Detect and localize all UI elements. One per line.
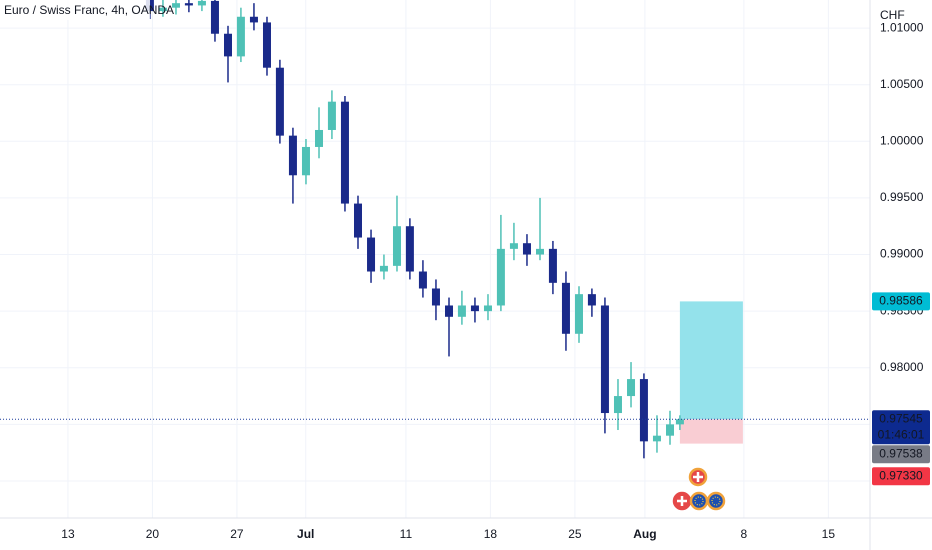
y-tick-label: 1.00000 bbox=[880, 133, 924, 147]
entry-label-bg bbox=[872, 410, 930, 445]
candle-body bbox=[509, 243, 518, 249]
event-icon-cross bbox=[677, 496, 687, 506]
target-label-bg bbox=[872, 292, 930, 311]
candle-body bbox=[457, 305, 466, 317]
candle-body bbox=[262, 22, 271, 68]
candle-body bbox=[666, 424, 675, 436]
title-backdrop bbox=[0, 0, 150, 20]
candle-body bbox=[158, 7, 167, 12]
candle-body bbox=[675, 419, 684, 425]
candle-body bbox=[379, 265, 388, 272]
x-tick-label: 25 bbox=[568, 527, 582, 541]
candle-body bbox=[236, 16, 245, 57]
candle-body bbox=[197, 0, 206, 6]
candle-body bbox=[249, 16, 258, 23]
x-tick-label: 27 bbox=[230, 527, 244, 541]
candle-body bbox=[184, 3, 193, 6]
candle-body bbox=[522, 243, 531, 255]
candle-body bbox=[224, 33, 233, 57]
y-tick-label: 0.99500 bbox=[880, 190, 924, 204]
event-icons bbox=[672, 467, 726, 511]
candle-body bbox=[496, 248, 505, 306]
candle-body bbox=[171, 3, 180, 8]
candle-body bbox=[340, 101, 349, 204]
last-price-label: 0.97538 bbox=[879, 446, 923, 460]
candle-body bbox=[210, 0, 219, 34]
target-label: 0.98586 bbox=[879, 294, 923, 308]
candle-body bbox=[392, 226, 401, 266]
x-tick-label: 20 bbox=[146, 527, 160, 541]
candle-body bbox=[405, 226, 414, 272]
candle-body bbox=[652, 435, 661, 442]
candle-body bbox=[639, 379, 648, 442]
candle-body bbox=[327, 101, 336, 130]
stop-label-bg bbox=[872, 467, 930, 486]
candle-body bbox=[418, 271, 427, 289]
candle-body bbox=[445, 305, 454, 317]
candle-body bbox=[431, 288, 440, 306]
countdown: 01:46:01 bbox=[878, 427, 925, 441]
event-icon-cross bbox=[693, 472, 703, 482]
event-icon-stars bbox=[694, 496, 704, 506]
event-icon bbox=[706, 491, 726, 511]
candle-body bbox=[353, 203, 362, 238]
candle-body bbox=[548, 248, 557, 283]
candle-body bbox=[613, 396, 622, 414]
y-tick-label: 1.00500 bbox=[880, 77, 924, 91]
plot-area bbox=[0, 0, 870, 459]
candle-body bbox=[367, 237, 376, 272]
last-price-label-bg bbox=[872, 445, 930, 464]
y-tick-label: 0.98000 bbox=[880, 360, 924, 374]
x-tick-label: 18 bbox=[484, 527, 498, 541]
candle-body bbox=[574, 294, 583, 334]
candle-body bbox=[275, 67, 284, 136]
candle-body bbox=[301, 146, 310, 176]
loss-zone bbox=[679, 419, 743, 444]
y-tick-label: 0.99000 bbox=[880, 247, 924, 261]
event-icon-stars bbox=[711, 496, 721, 506]
candle-body bbox=[288, 135, 297, 176]
profit-zone bbox=[679, 301, 743, 420]
x-tick-label: 13 bbox=[61, 527, 75, 541]
candle-body bbox=[561, 282, 570, 334]
x-tick-label: 15 bbox=[822, 527, 836, 541]
candle-body bbox=[315, 129, 324, 147]
x-tick-label: 11 bbox=[400, 527, 413, 541]
candle-body bbox=[587, 294, 596, 306]
chart-title: Euro / Swiss Franc, 4h, OANDA bbox=[4, 3, 174, 17]
x-tick-label: Aug bbox=[633, 527, 656, 541]
axes: 1.01000 1.00500 1.00000 0.99500 0.99000 0.985… bbox=[61, 20, 930, 541]
x-tick-label: 8 bbox=[741, 527, 748, 541]
candle-body bbox=[536, 248, 545, 255]
candle-body bbox=[600, 305, 609, 414]
candle-body bbox=[483, 305, 492, 312]
x-tick-label: Jul bbox=[297, 527, 314, 541]
event-icon bbox=[689, 491, 709, 511]
entry-label: 0.97545 bbox=[879, 411, 923, 425]
candle-body bbox=[627, 379, 636, 397]
y-tick-label: 1.01000 bbox=[880, 20, 924, 34]
stop-label: 0.97330 bbox=[879, 468, 923, 482]
currency-label: CHF bbox=[880, 8, 905, 22]
candle-body bbox=[470, 305, 479, 312]
